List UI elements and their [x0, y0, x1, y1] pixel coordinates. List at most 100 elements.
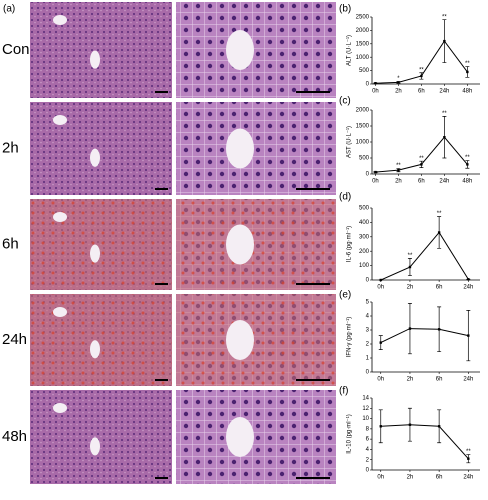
x-tick-label: 24h [439, 89, 449, 95]
hemorrhage [176, 199, 336, 290]
x-tick-label: 0h [377, 285, 384, 291]
y-tick-label: 500 [359, 206, 370, 212]
y-tick-label: 1000 [356, 55, 370, 61]
x-tick-label: 24h [463, 377, 473, 383]
x-tick-label: 2h [395, 179, 402, 185]
low-mag-image [30, 2, 172, 98]
significance: ** [396, 163, 401, 169]
vessel [90, 437, 100, 456]
y-axis-label: ALT (U·L⁻¹) [347, 35, 353, 66]
y-tick-label: 14 [362, 396, 369, 402]
y-tick-label: 0 [366, 278, 370, 284]
y-tick-label: 100 [359, 263, 370, 269]
low-mag-image [30, 390, 172, 484]
point [467, 278, 470, 281]
x-tick-label: 0h [377, 377, 384, 383]
x-tick-label: 2h [395, 89, 402, 95]
point [374, 170, 377, 174]
x-tick-label: 48h [462, 179, 472, 185]
x-tick-label: 24h [463, 285, 473, 291]
x-tick-label: 2h [407, 285, 414, 291]
y-tick-label: 1 [366, 356, 370, 362]
y-tick-label: 10 [362, 416, 369, 422]
vessel [90, 340, 100, 359]
point [466, 163, 469, 166]
y-tick-label: 8 [366, 426, 370, 432]
y-tick-label: 2 [366, 342, 370, 348]
y-tick-label: 1500 [356, 41, 370, 47]
y-tick-label: 0 [366, 82, 370, 88]
significance: ** [466, 449, 471, 455]
significance: ** [442, 14, 447, 20]
low-mag-image [30, 102, 172, 195]
vessel [53, 115, 67, 125]
significance: ** [465, 155, 470, 161]
point [379, 341, 382, 344]
x-tick-label: 24h [463, 475, 473, 481]
row-label: 24h [2, 331, 27, 348]
y-tick-label: 400 [359, 220, 370, 226]
y-tick-label: 2500 [356, 15, 370, 21]
point [374, 81, 377, 85]
point [437, 231, 441, 234]
x-tick-label: 6h [418, 179, 425, 185]
y-tick-label: 12 [362, 406, 369, 412]
significance: ** [437, 211, 442, 217]
high-mag-image [176, 390, 336, 484]
point [420, 74, 423, 78]
vessel [53, 212, 67, 222]
row-label: 6h [2, 235, 19, 252]
panel-label: (e) [339, 290, 351, 301]
point [443, 136, 446, 139]
point [420, 163, 423, 166]
point [467, 457, 470, 460]
vessel [90, 50, 100, 69]
hemorrhage [176, 294, 336, 386]
y-tick-label: 5 [366, 300, 370, 306]
vessel [226, 417, 254, 457]
x-tick-label: 6h [436, 377, 443, 383]
point [397, 168, 400, 172]
x-tick-label: 6h [418, 89, 425, 95]
y-tick-label: 500 [359, 156, 370, 162]
significance: ** [408, 253, 413, 259]
row-label: Con [2, 41, 30, 58]
x-tick-label: 48h [462, 89, 472, 95]
high-mag-image [176, 102, 336, 195]
y-tick-label: 2000 [356, 28, 370, 34]
x-tick-label: 2h [407, 377, 414, 383]
y-axis-label: IL-10 (pg·ml⁻¹) [347, 414, 353, 454]
vessel [226, 30, 254, 70]
x-tick-label: 0h [377, 475, 384, 481]
panel-label: (a) [3, 4, 15, 15]
significance: ** [442, 111, 447, 117]
point [443, 39, 446, 43]
row-label: 48h [2, 428, 27, 445]
point [379, 425, 382, 428]
vessel [226, 320, 254, 360]
vessel [226, 128, 254, 169]
y-tick-label: 0 [366, 468, 370, 474]
point [467, 334, 470, 337]
vessel [90, 244, 100, 263]
panel-label: (f) [339, 386, 348, 397]
y-axis-label: AST (U·L⁻¹) [347, 126, 353, 158]
y-tick-label: 2000 [356, 108, 370, 114]
y-tick-label: 6 [366, 437, 370, 443]
y-tick-label: 200 [359, 249, 370, 255]
vessel [90, 148, 100, 167]
panel-label: (d) [339, 192, 351, 203]
y-axis-label: IFN-γ (pg·ml⁻¹) [347, 317, 353, 358]
vessel [53, 15, 67, 25]
y-tick-label: 4 [366, 314, 370, 320]
point [397, 81, 400, 84]
histology-grid: Con 2h 6h 24h 48h [2, 2, 336, 484]
point [408, 327, 412, 330]
significance: ** [419, 156, 424, 162]
hemorrhage [30, 294, 172, 386]
significance: * [397, 76, 400, 82]
point [379, 278, 382, 282]
point [466, 70, 469, 74]
vessel [53, 403, 67, 413]
